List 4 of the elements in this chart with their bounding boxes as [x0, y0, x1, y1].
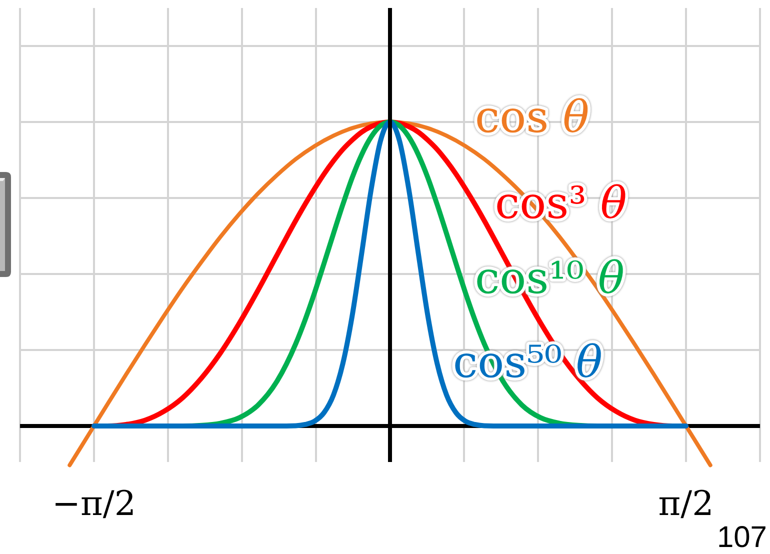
x-tick-label: π/2 — [658, 484, 714, 524]
series-label: cos θ — [475, 92, 590, 143]
x-tick-label: −π/2 — [52, 484, 136, 524]
text: 107 — [716, 521, 767, 554]
